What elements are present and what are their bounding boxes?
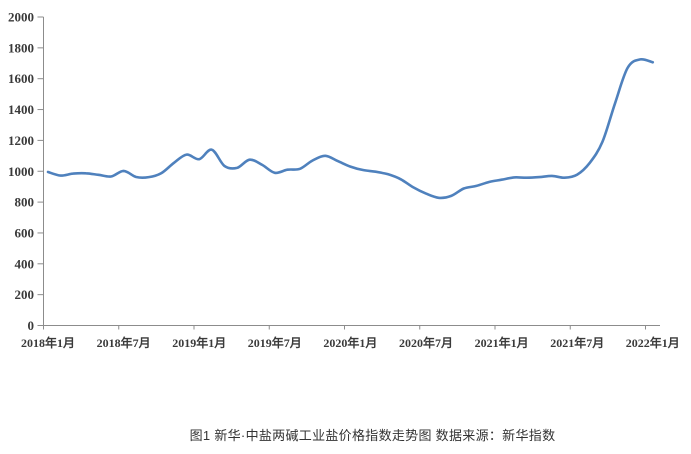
x-tick-label: 2019年7月 (248, 335, 302, 350)
x-tick-label: 2021年1月 (475, 335, 529, 350)
x-tick-label: 2019年1月 (172, 335, 226, 350)
x-tick-label: 2020年1月 (323, 335, 377, 350)
y-tick-label: 200 (15, 287, 35, 302)
x-tick-label: 2020年7月 (399, 335, 453, 350)
y-tick-label: 1600 (8, 71, 34, 86)
y-tick-label: 800 (15, 195, 35, 210)
figure-caption: 图1 新华·中盐两碱工业盐价格指数走势图 数据来源：新华指数 (189, 428, 556, 443)
x-tick-label: 2018年7月 (97, 335, 151, 350)
chart-canvas: 0 200 400 600 800 1000 1200 1400 1600 1800 2000 201… (8, 10, 680, 351)
y-tick-label: 2000 (8, 10, 34, 25)
y-tick-label: 0 (28, 318, 35, 333)
y-tick-label: 600 (15, 225, 35, 240)
y-tick-label: 1000 (8, 164, 34, 179)
price-index-line (46, 57, 655, 200)
y-tick-label: 1400 (8, 102, 34, 117)
x-tick-label: 2018年1月 (21, 335, 75, 350)
price-index-chart: 0 200 400 600 800 1000 1200 1400 1600 1800 2000 201… (8, 10, 680, 351)
y-tick-label: 1200 (8, 133, 34, 148)
y-tick-label: 400 (15, 256, 35, 271)
x-tick-label: 2021年7月 (550, 335, 604, 350)
x-tick-label: 2022年1月 (626, 335, 680, 350)
y-tick-label: 1800 (8, 40, 34, 55)
